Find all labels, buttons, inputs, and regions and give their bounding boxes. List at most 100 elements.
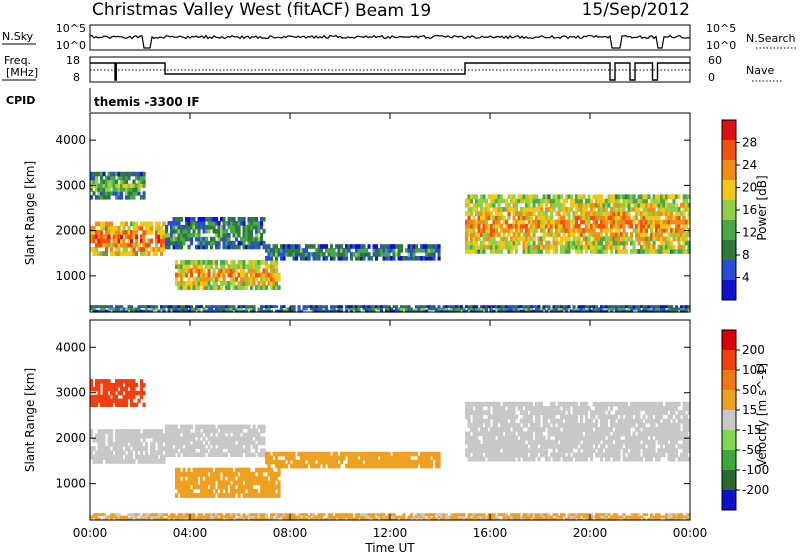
heatmap-cell xyxy=(672,452,676,458)
heatmap-cell xyxy=(487,240,491,246)
heatmap-cell xyxy=(237,488,241,494)
heatmap-cell xyxy=(315,463,319,469)
heatmap-cell xyxy=(662,452,666,458)
heatmap-cell xyxy=(185,488,189,494)
heatmap-cell xyxy=(110,429,114,434)
heatmap-cell xyxy=(517,215,521,221)
heatmap-cell xyxy=(485,431,489,437)
heatmap-cell xyxy=(242,240,246,246)
heatmap-cell xyxy=(572,244,576,250)
heatmap-cell xyxy=(500,439,504,445)
heatmap-cell xyxy=(125,187,129,192)
heatmap-cell xyxy=(600,223,604,229)
heatmap-cell xyxy=(485,427,489,432)
heatmap-cell xyxy=(127,458,131,464)
heatmap-cell xyxy=(470,435,474,441)
heatmap-cell xyxy=(650,456,654,462)
heatmap-cell xyxy=(227,515,231,519)
heatmap-cell xyxy=(600,406,604,411)
heatmap-cell xyxy=(667,202,671,208)
heatmap-cell xyxy=(522,249,526,254)
heatmap-cell xyxy=(152,446,156,451)
heatmap-cell xyxy=(372,248,376,253)
heatmap-cell xyxy=(590,202,594,208)
heatmap-cell xyxy=(660,431,664,437)
heatmap-cell xyxy=(542,435,546,441)
heatmap-cell xyxy=(495,418,499,424)
heatmap-cell xyxy=(155,454,159,460)
heatmap-cell xyxy=(287,307,291,311)
heatmap-cell xyxy=(665,194,669,200)
heatmap-cell xyxy=(275,476,279,481)
heatmap-cell xyxy=(657,228,661,233)
heatmap-cell xyxy=(587,448,591,453)
heatmap-cell xyxy=(652,240,656,246)
heatmap-cell xyxy=(252,236,256,242)
heatmap-cell xyxy=(197,493,201,498)
heatmap-cell xyxy=(305,455,309,461)
heatmap-cell xyxy=(662,309,666,313)
colorbar-segment xyxy=(722,200,736,221)
heatmap-cell xyxy=(625,418,629,424)
heatmap-cell xyxy=(615,448,619,453)
heatmap-cell xyxy=(602,444,606,449)
heatmap-cell xyxy=(575,307,579,311)
heatmap-cell xyxy=(650,444,654,449)
heatmap-cell xyxy=(240,307,244,311)
heatmap-cell xyxy=(570,448,574,453)
heatmap-cell xyxy=(632,456,636,462)
heatmap-cell xyxy=(615,223,619,229)
heatmap-cell xyxy=(392,451,396,457)
heatmap-cell xyxy=(640,215,644,221)
heatmap-cell xyxy=(637,439,641,445)
heatmap-cell xyxy=(497,452,501,458)
heatmap-cell xyxy=(547,232,551,237)
heatmap-cell xyxy=(510,244,514,250)
heatmap-cell xyxy=(512,198,516,204)
heatmap-cell xyxy=(575,456,579,462)
heatmap-cell xyxy=(647,427,651,432)
heatmap-cell xyxy=(610,401,614,407)
heatmap-cell xyxy=(657,249,661,254)
heatmap-cell xyxy=(245,264,249,269)
heatmap-cell xyxy=(237,305,241,309)
heatmap-cell xyxy=(570,202,574,208)
heatmap-cell xyxy=(480,215,484,221)
heatmap-cell xyxy=(245,493,249,498)
heatmap-cell xyxy=(635,444,639,449)
heatmap-cell xyxy=(127,242,131,248)
heatmap-cell xyxy=(522,456,526,462)
heatmap-cell xyxy=(222,432,226,438)
heatmap-cell xyxy=(182,517,186,521)
heatmap-cell xyxy=(242,305,246,309)
heatmap-cell xyxy=(155,251,159,256)
heatmap-cell xyxy=(322,455,326,461)
colorbar-segment xyxy=(722,180,736,201)
heatmap-cell xyxy=(132,446,136,451)
heatmap-cell xyxy=(165,517,169,521)
heatmap-cell xyxy=(465,448,469,453)
heatmap-cell xyxy=(487,202,491,208)
heatmap-cell xyxy=(100,398,104,404)
heatmap-cell xyxy=(265,272,269,278)
heatmap-cell xyxy=(125,175,129,181)
heatmap-cell xyxy=(670,401,674,407)
heatmap-cell xyxy=(270,252,274,257)
heatmap-cell xyxy=(512,414,516,420)
heatmap-cell xyxy=(552,307,556,311)
heatmap-cell xyxy=(632,435,636,441)
heatmap-cell xyxy=(627,309,631,313)
heatmap-cell xyxy=(670,410,674,416)
heatmap-cell xyxy=(512,223,516,229)
heatmap-cell xyxy=(225,428,229,434)
heatmap-cell xyxy=(417,459,421,465)
heatmap-cell xyxy=(527,418,531,424)
heatmap-cell xyxy=(632,219,636,225)
heatmap-cell xyxy=(112,446,116,451)
heatmap-cell xyxy=(122,171,126,177)
heatmap-cell xyxy=(520,309,524,313)
heatmap-cell xyxy=(562,406,566,411)
heatmap-cell xyxy=(652,444,656,449)
heatmap-cell xyxy=(632,198,636,204)
heatmap-cell xyxy=(235,264,239,269)
